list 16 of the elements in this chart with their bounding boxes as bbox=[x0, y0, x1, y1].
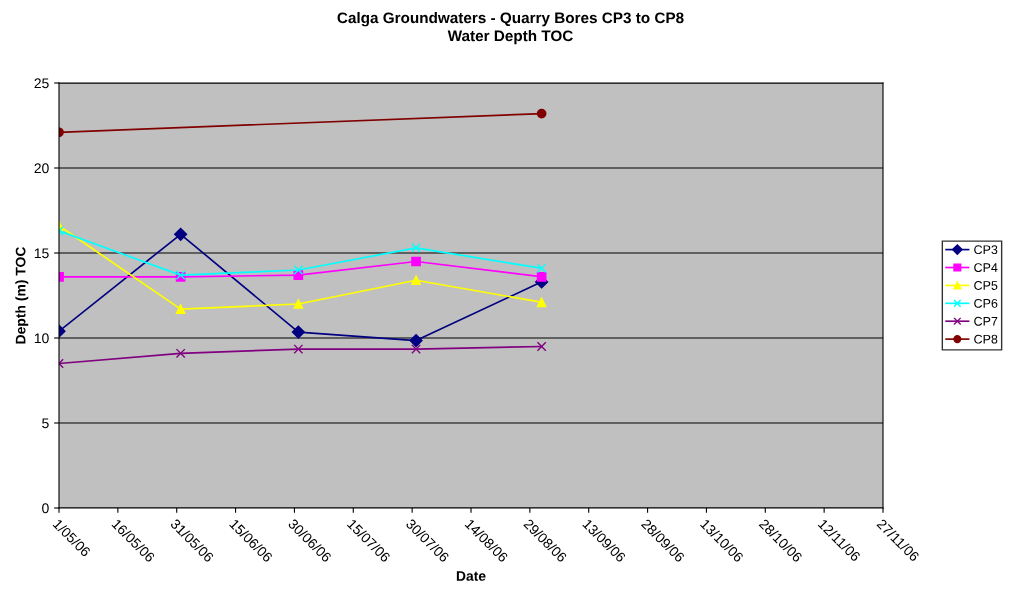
legend-label: CP7 bbox=[974, 316, 998, 326]
y-tick-label: 0 bbox=[42, 503, 49, 514]
x-axis-title: Date bbox=[456, 571, 486, 581]
y-tick-label: 20 bbox=[34, 163, 49, 174]
legend-label: CP6 bbox=[974, 298, 998, 308]
legend-label: CP3 bbox=[974, 245, 998, 255]
y-tick-label: 10 bbox=[34, 333, 49, 344]
legend-label: CP4 bbox=[974, 263, 998, 272]
chart-title: Calga Groundwaters - Quarry Bores CP3 to CP8 bbox=[337, 12, 684, 27]
y-tick-label: 25 bbox=[34, 78, 49, 89]
y-axis-title: Depth (m) TOC bbox=[15, 247, 29, 344]
legend-label: CP5 bbox=[974, 281, 998, 290]
legend-label: CP8 bbox=[974, 334, 998, 344]
y-tick-label: 15 bbox=[34, 248, 49, 259]
y-tick-label: 5 bbox=[42, 418, 49, 429]
chart-subtitle: Water Depth TOC bbox=[447, 30, 573, 45]
